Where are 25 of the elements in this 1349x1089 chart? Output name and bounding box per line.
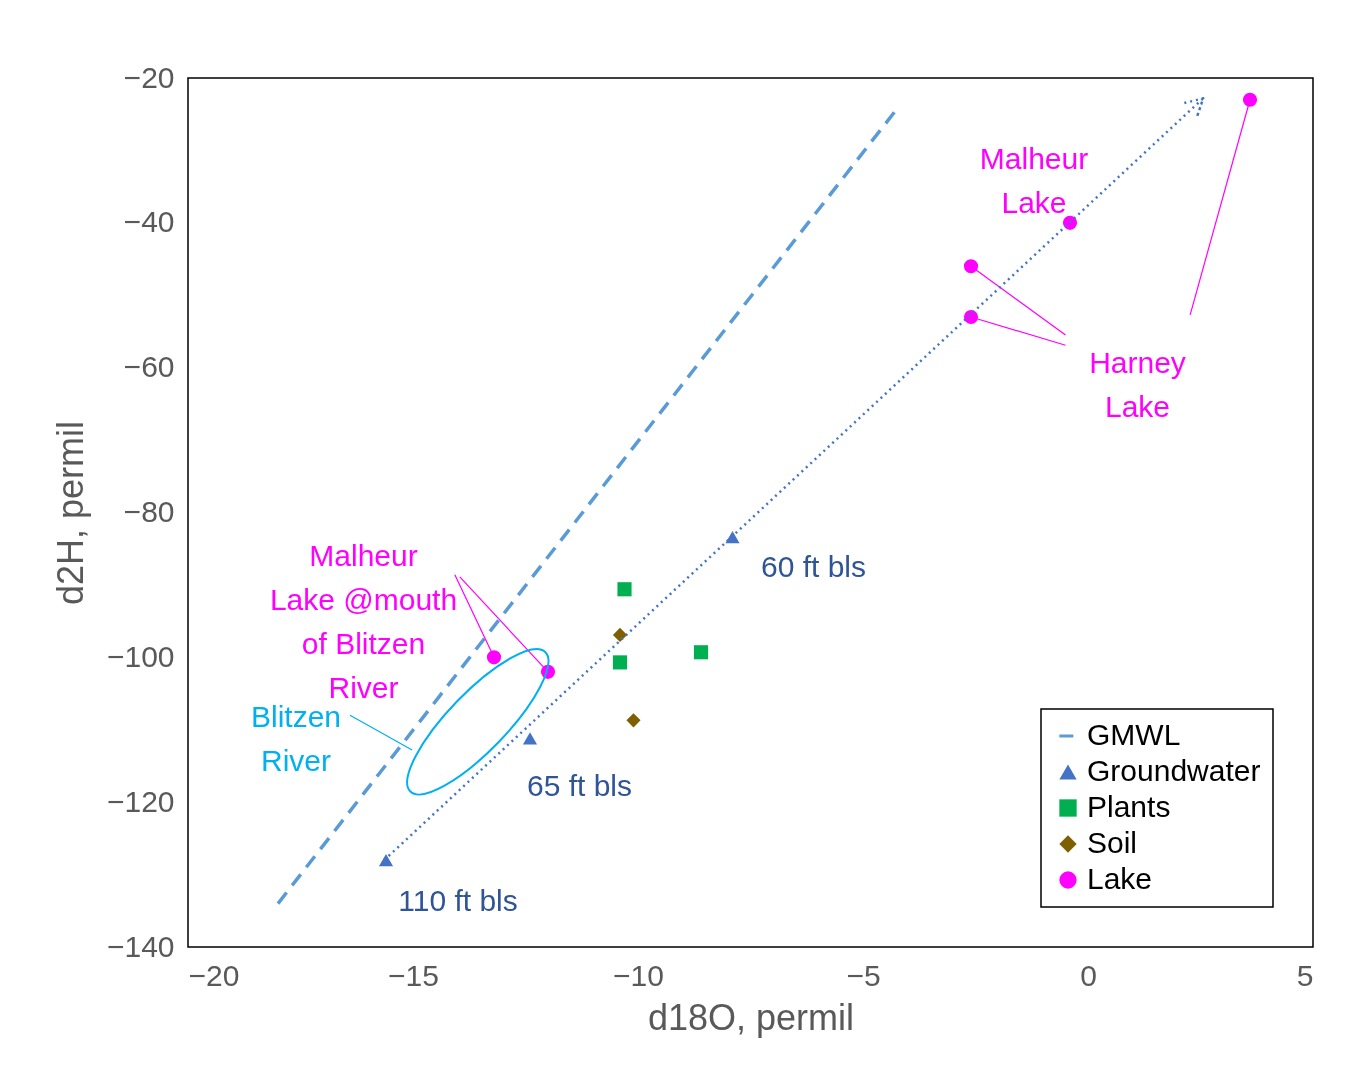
legend-label: GMWL (1087, 718, 1181, 751)
legend-label: Lake (1087, 862, 1153, 895)
annotation: Malheur Lake (979, 141, 1089, 219)
annotation: Harney Lake (1089, 346, 1186, 424)
x-tick-label: −5 (846, 958, 881, 992)
y-tick-label: −20 (123, 60, 175, 94)
legend-label: Soil (1087, 826, 1138, 859)
x-tick-label: −20 (188, 958, 240, 992)
y-tick-label: −40 (123, 205, 175, 239)
y-tick-label: −100 (106, 639, 175, 673)
legend-label: Plants (1087, 790, 1171, 823)
y-tick-label: −140 (106, 929, 175, 963)
x-tick-label: 0 (1080, 958, 1097, 992)
y-tick-label: −80 (123, 495, 175, 528)
x-tick-label: −10 (613, 958, 664, 992)
legend-label: Groundwater (1087, 754, 1261, 787)
annotation: 65 ft bls (526, 768, 633, 802)
x-tick-label: 5 (1296, 958, 1314, 992)
y-axis-title: d2H, permil (49, 420, 91, 606)
y-tick-label: −60 (123, 350, 175, 384)
y-tick-label: −120 (106, 784, 175, 818)
annotation: 110 ft bls (398, 884, 518, 918)
x-tick-label: −15 (388, 958, 439, 992)
x-axis-title: d18O, permil (647, 996, 855, 1038)
annotation: 60 ft bls (760, 550, 867, 584)
